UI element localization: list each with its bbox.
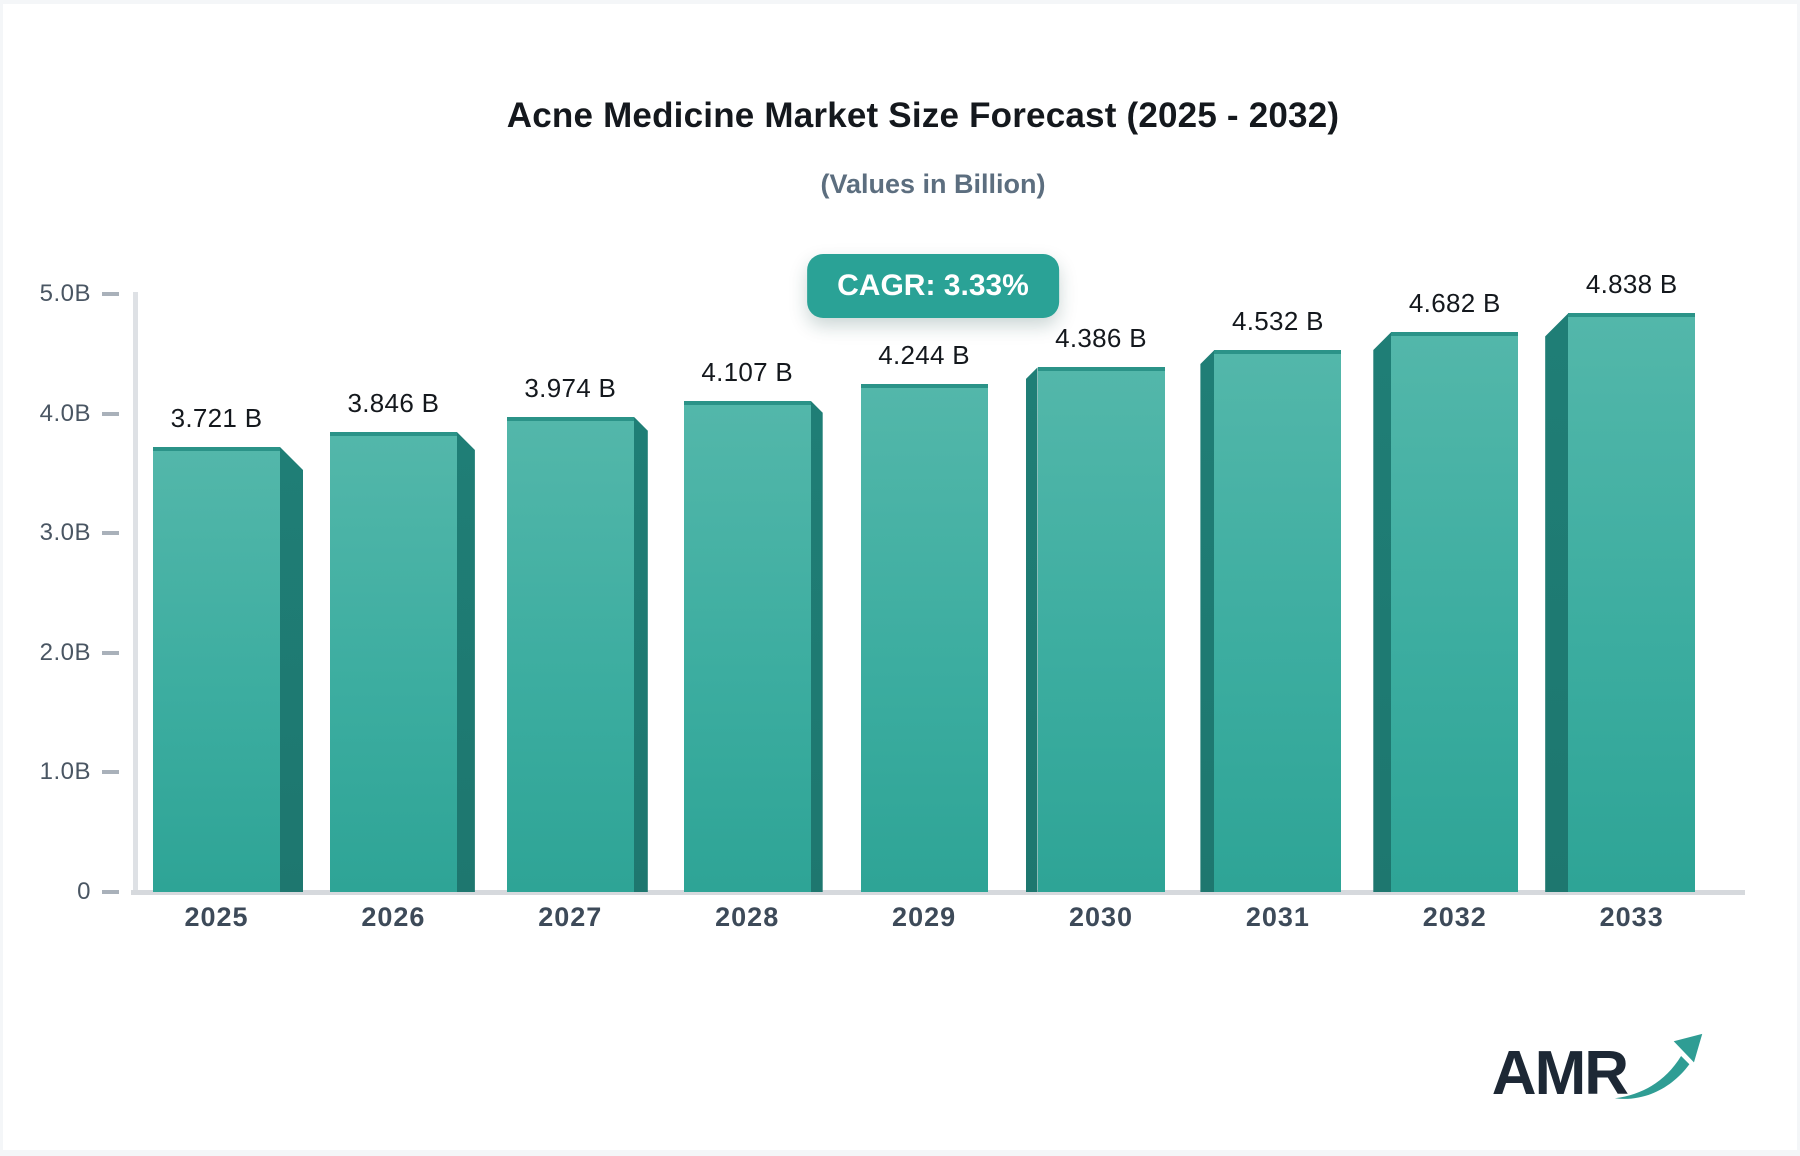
- bar-2028: [683, 400, 811, 892]
- bar-value-label: 3.974 B: [524, 372, 617, 403]
- bar-side-face: [810, 400, 823, 892]
- x-category-label: 2031: [1245, 902, 1310, 932]
- bar-side-face: [1025, 367, 1038, 892]
- bar-value-label: 4.244 B: [878, 340, 970, 371]
- y-tick-mark: [102, 531, 119, 536]
- chart-subtitle: (Values in Billion): [820, 169, 1046, 199]
- bar-2027: [506, 416, 634, 892]
- bar-2030: [1037, 367, 1165, 892]
- bar-side-face: [1373, 332, 1392, 892]
- x-category-label: 2027: [538, 902, 603, 932]
- bar-value-label: 3.721 B: [170, 402, 263, 433]
- growth-arrow-icon: [1613, 1028, 1705, 1111]
- x-category-label: 2026: [361, 902, 426, 932]
- y-tick-label: 1.0B: [39, 758, 91, 786]
- y-tick-mark: [102, 770, 119, 775]
- y-tick-label: 4.0B: [39, 399, 91, 427]
- chart-card: Acne Medicine Market Size Forecast (2025…: [3, 4, 1797, 1150]
- x-category-label: 2032: [1422, 902, 1487, 932]
- bar-side-face: [1545, 313, 1569, 892]
- bar-value-label: 4.838 B: [1585, 269, 1678, 300]
- bar-2026: [329, 432, 457, 892]
- y-tick-mark: [102, 292, 119, 296]
- amr-logo: AMR: [1491, 1033, 1705, 1111]
- bar-value-label: 4.107 B: [701, 356, 794, 387]
- y-axis-line: [133, 292, 138, 892]
- bar-2033: [1568, 313, 1696, 892]
- bar-2029: [860, 384, 988, 892]
- cagr-badge: CAGR: 3.33%: [807, 254, 1059, 318]
- x-axis-line: [131, 890, 1745, 895]
- bar-value-label: 4.386 B: [1055, 323, 1147, 354]
- bar-side-face: [280, 446, 303, 892]
- x-category-label: 2030: [1068, 902, 1134, 932]
- bar-side-face: [633, 416, 648, 892]
- y-tick-mark: [102, 411, 119, 416]
- y-tick-mark: [102, 650, 119, 655]
- bar-side-face: [456, 432, 475, 892]
- bar-2031: [1214, 349, 1342, 892]
- y-tick-label: 2.0B: [39, 638, 91, 666]
- x-category-label: 2033: [1599, 902, 1664, 932]
- y-tick-label: 3.0B: [39, 519, 91, 547]
- bar-2025: [153, 446, 280, 892]
- x-category-label: 2029: [892, 902, 957, 932]
- chart-title: Acne Medicine Market Size Forecast (2025…: [506, 96, 1340, 135]
- x-category-label: 2025: [184, 902, 249, 932]
- y-tick-label: 0: [77, 878, 91, 905]
- x-category-label: 2028: [715, 902, 780, 932]
- bar-2032: [1391, 332, 1519, 892]
- y-tick-label: 5.0B: [39, 280, 91, 307]
- y-tick-mark: [102, 890, 119, 894]
- bar-value-label: 3.846 B: [347, 388, 440, 419]
- bar-side-face: [1200, 349, 1215, 892]
- amr-logo-text: AMR: [1491, 1038, 1629, 1108]
- bar-value-label: 4.532 B: [1232, 305, 1324, 336]
- bar-value-label: 4.682 B: [1408, 288, 1501, 319]
